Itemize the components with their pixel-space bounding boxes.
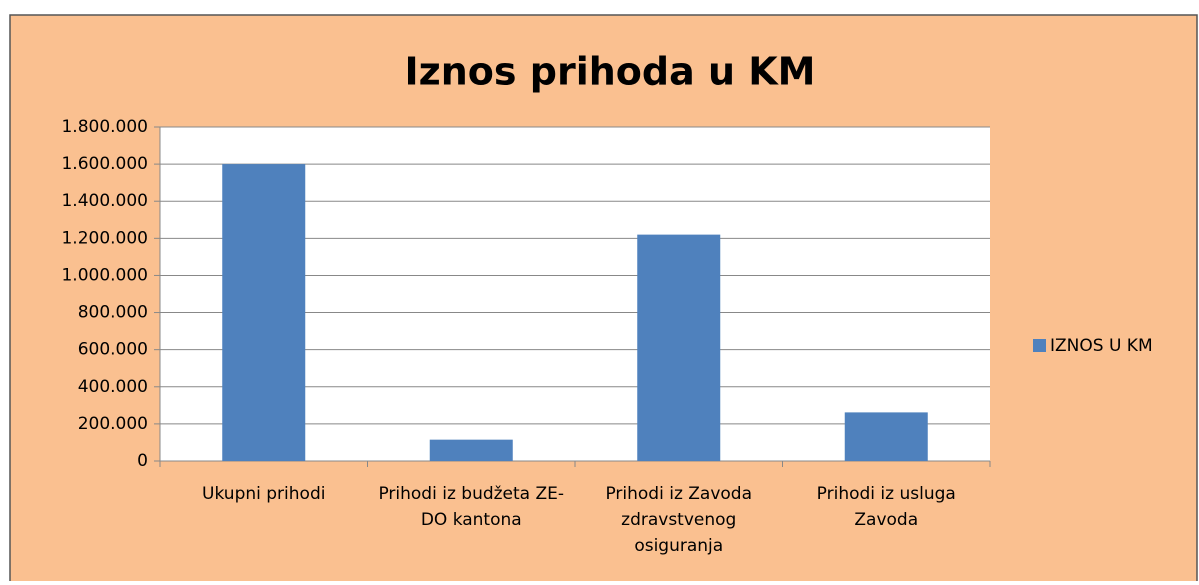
x-tick-label-box: Ukupni prihodi xyxy=(202,484,326,504)
x-tick-label-box: Prihodi iz Zavoda zdravstvenog osiguranj… xyxy=(605,484,753,556)
y-tick-label: 1.600.000 xyxy=(61,154,148,174)
x-tick-label-box: Prihodi iz budžeta ZE-DO kantona xyxy=(378,484,565,530)
y-tick-label: 0 xyxy=(137,451,148,471)
x-tick-label: Prihodi iz usluga Zavoda xyxy=(816,484,956,530)
y-tick-label: 600.000 xyxy=(78,340,148,360)
y-tick-label: 200.000 xyxy=(78,414,148,434)
x-tick-label: Ukupni prihodi xyxy=(202,484,326,504)
bar xyxy=(637,234,721,461)
bar xyxy=(844,412,928,461)
bar xyxy=(429,439,513,461)
y-tick-label: 1.200.000 xyxy=(61,228,148,248)
y-tick-label: 1.800.000 xyxy=(61,117,148,137)
bar xyxy=(222,164,306,461)
legend-swatch xyxy=(1033,339,1046,352)
x-tick-label: Prihodi iz budžeta ZE-DO kantona xyxy=(378,484,565,530)
chart-title: Iznos prihoda u KM xyxy=(404,50,815,94)
x-tick-label-box: Prihodi iz usluga Zavoda xyxy=(816,484,956,530)
y-tick-label: 800.000 xyxy=(78,303,148,323)
y-tick-label: 1.000.000 xyxy=(61,265,148,285)
legend-label: IZNOS U KM xyxy=(1050,336,1153,356)
x-tick-label: Prihodi iz Zavoda zdravstvenog osiguranj… xyxy=(605,484,753,556)
y-tick-label: 1.400.000 xyxy=(61,191,148,211)
y-tick-label: 400.000 xyxy=(78,377,148,397)
